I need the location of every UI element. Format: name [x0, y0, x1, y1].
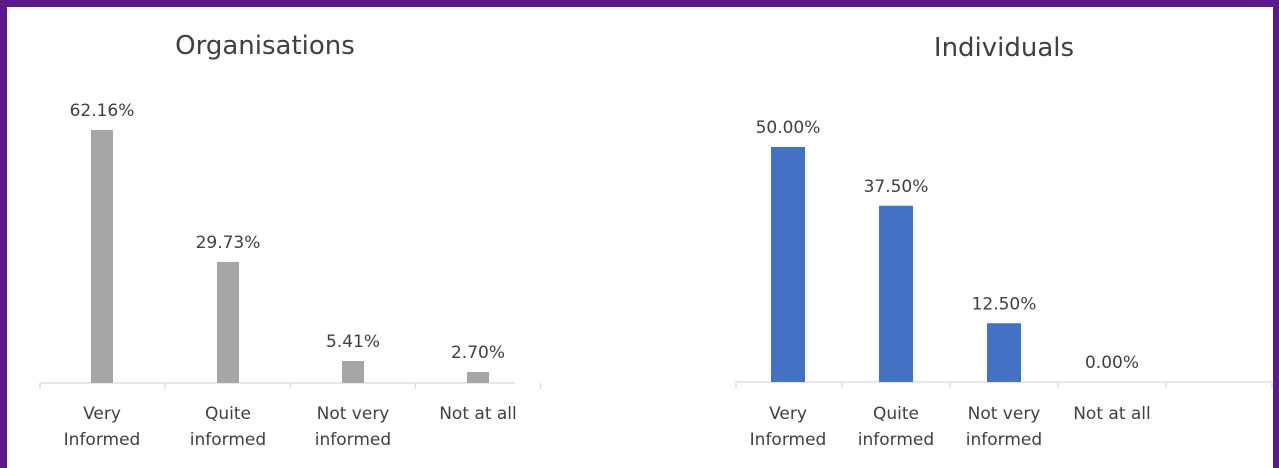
- data-label: 37.50%: [864, 177, 929, 197]
- x-tick-label: Informed: [750, 430, 827, 450]
- bar: [217, 261, 239, 383]
- bar: [467, 372, 489, 383]
- x-tick-label: informed: [315, 430, 391, 450]
- x-tick-label: Not at all: [439, 404, 517, 424]
- data-label: 2.70%: [451, 343, 505, 363]
- chart-title: Organisations: [175, 31, 355, 61]
- x-tick-label: Not at all: [1073, 404, 1151, 424]
- data-label: 0.00%: [1085, 353, 1139, 373]
- x-tick-label: informed: [858, 430, 934, 450]
- data-label: 12.50%: [972, 294, 1037, 314]
- bar: [879, 205, 913, 382]
- x-tick-label: Very: [769, 404, 807, 424]
- x-tick-label: Informed: [64, 430, 141, 450]
- x-tick-label: informed: [190, 430, 266, 450]
- x-tick-label: informed: [966, 430, 1042, 450]
- individuals-chart: Individuals 50.00% Very Informed 37.50% Quit…: [735, 33, 1273, 450]
- bar: [91, 130, 113, 383]
- bar: [771, 147, 805, 382]
- data-label: 62.16%: [70, 101, 135, 121]
- organisations-chart: Organisations 62.16% Very Informed 29.73% Qu…: [39, 31, 542, 450]
- chart-title: Individuals: [934, 33, 1074, 63]
- x-tick-label: Quite: [205, 404, 251, 424]
- bar: [342, 360, 364, 383]
- x-tick-label: Quite: [873, 404, 919, 424]
- bar: [987, 323, 1021, 382]
- x-tick-label: Very: [83, 404, 121, 424]
- x-tick-label: Not very: [968, 404, 1041, 424]
- data-label: 50.00%: [756, 118, 821, 138]
- data-label: 29.73%: [196, 233, 261, 253]
- data-label: 5.41%: [326, 332, 380, 352]
- x-tick-label: Not very: [317, 404, 390, 424]
